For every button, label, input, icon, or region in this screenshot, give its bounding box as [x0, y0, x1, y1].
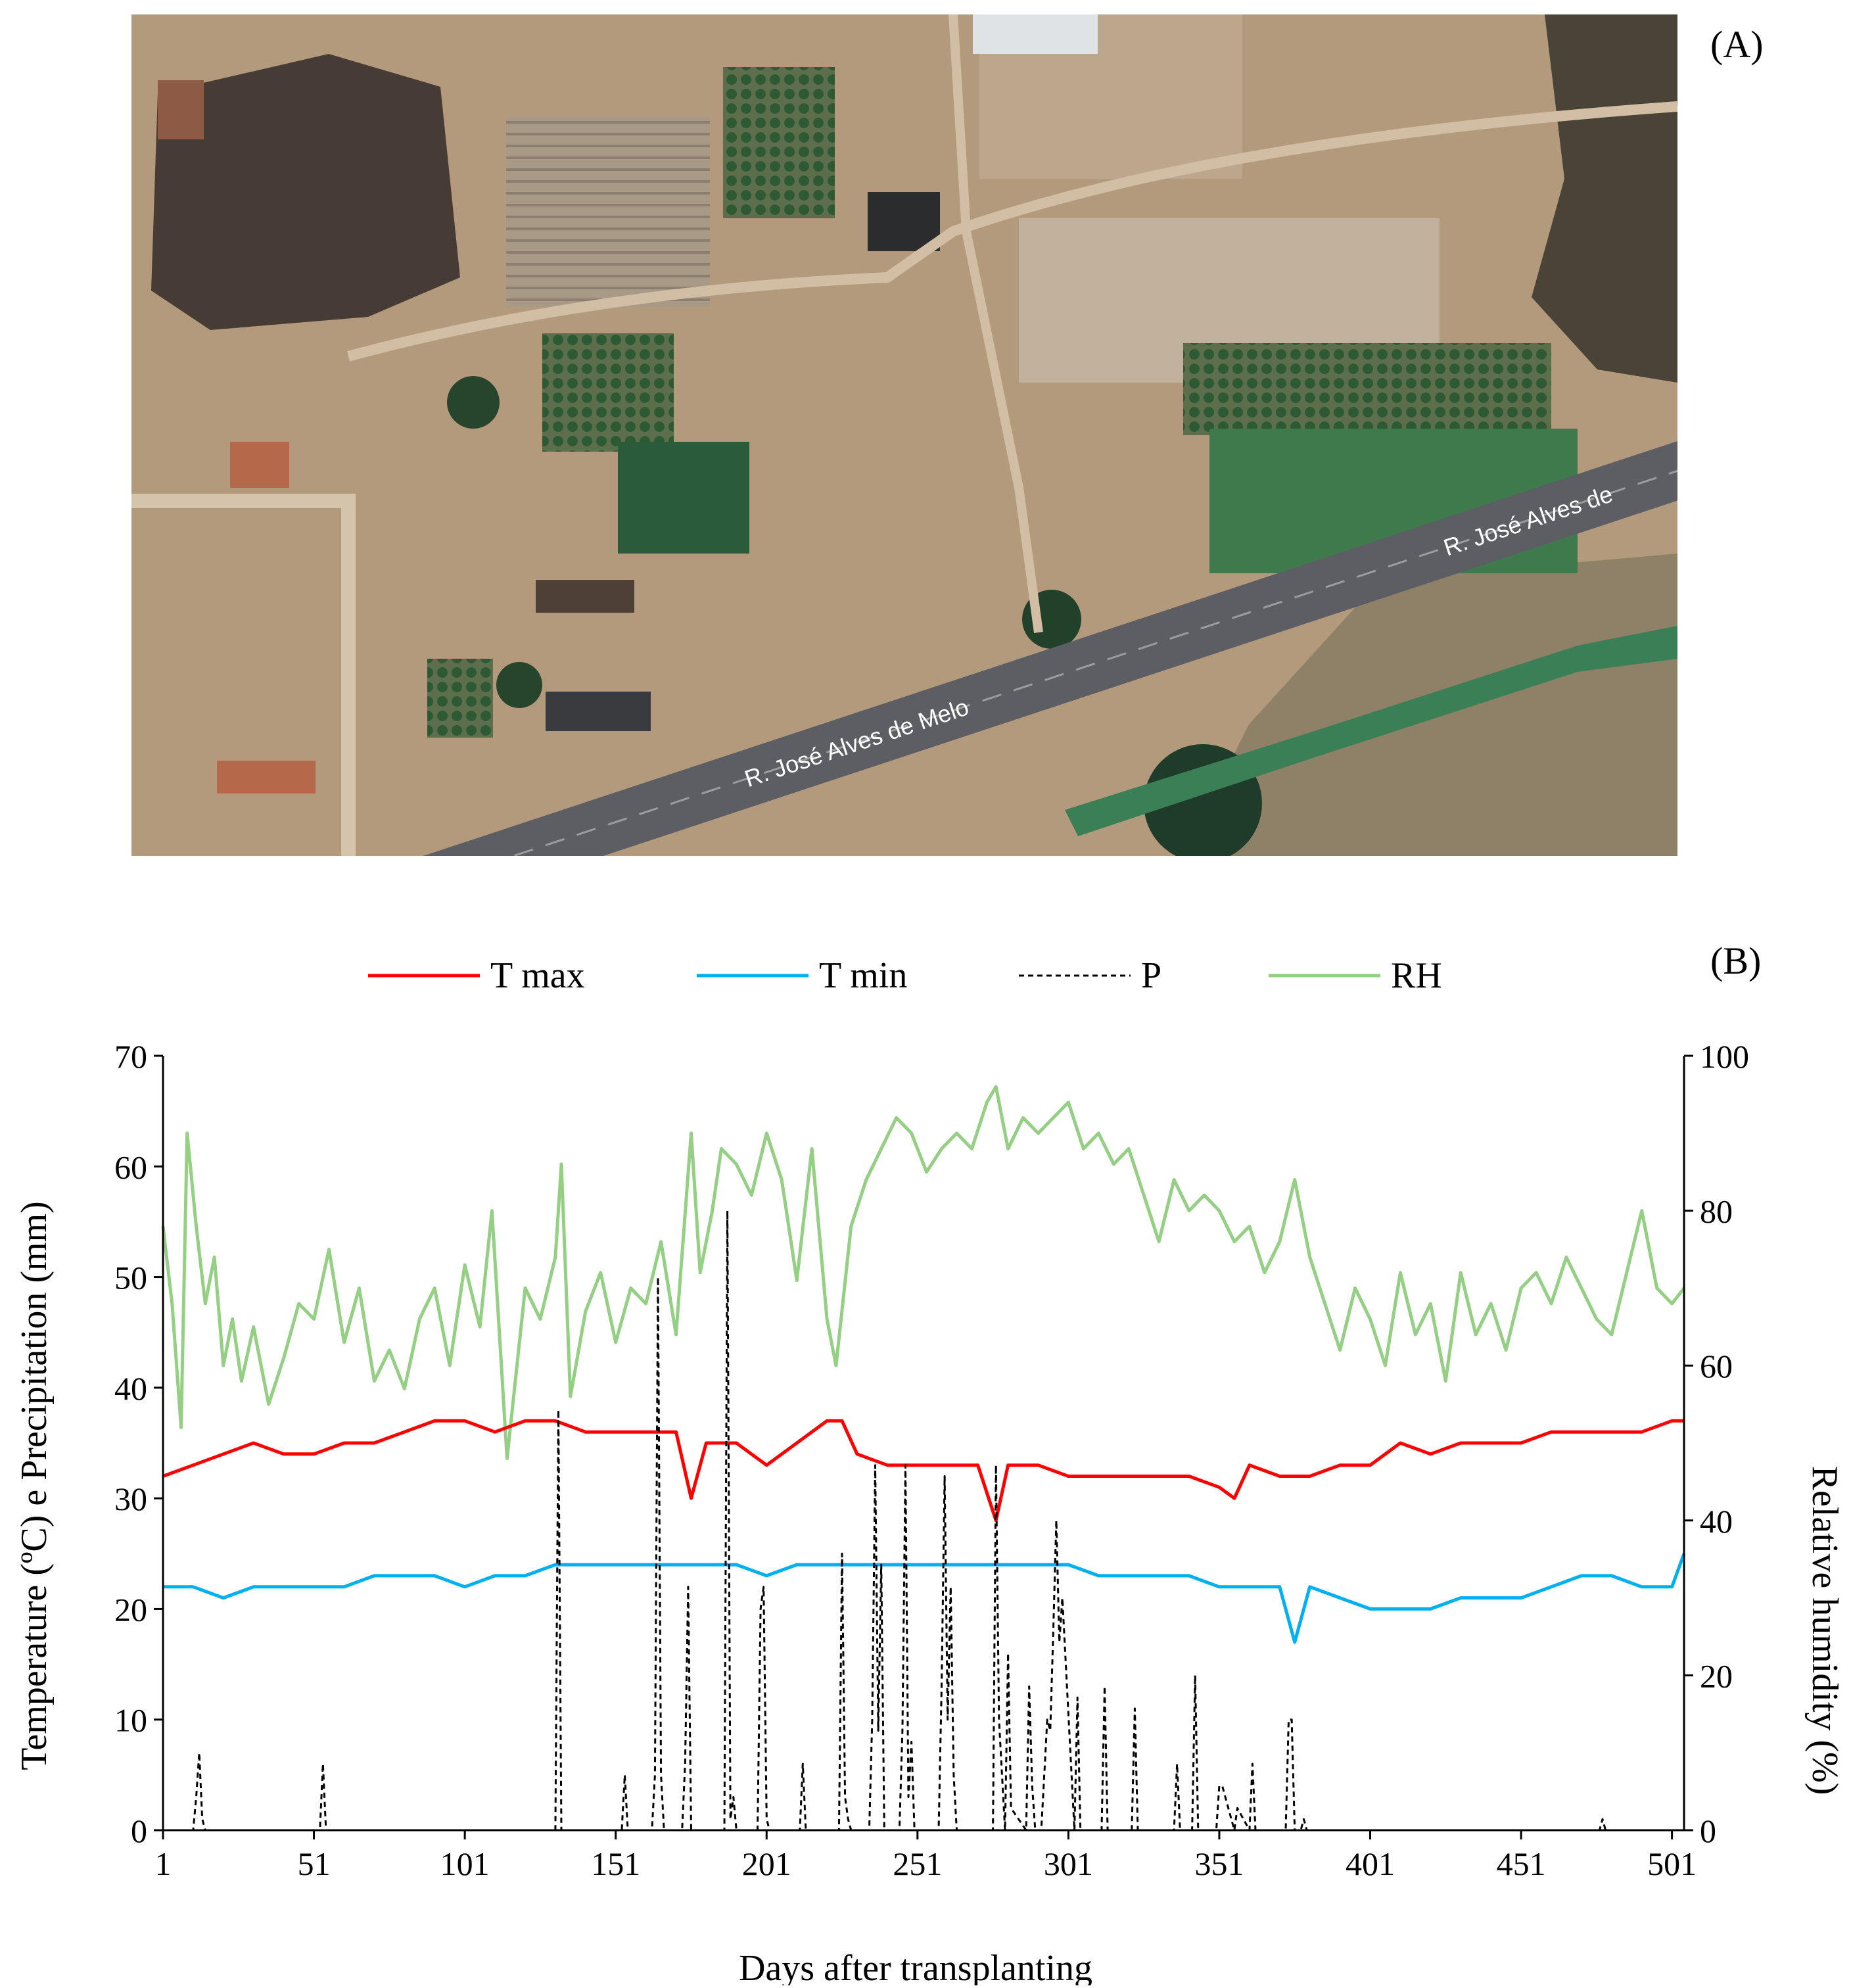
plot-series	[161, 1085, 1686, 1832]
y2-tick-label: 40	[1700, 1503, 1733, 1540]
building-roof	[158, 80, 204, 139]
y2-tick-label: 80	[1700, 1193, 1733, 1230]
greenhouse	[973, 14, 1098, 54]
legend-label-rh: RH	[1391, 955, 1442, 996]
y-tick-label: 60	[114, 1148, 147, 1185]
crop-plot	[427, 659, 493, 738]
x-tick-label: 301	[1044, 1845, 1093, 1882]
legend: T max T min P RH	[368, 955, 1442, 996]
building-roof	[217, 761, 316, 793]
dirt-track	[949, 14, 1043, 633]
crop-plot	[723, 67, 835, 218]
panel-b-label: (B)	[1710, 939, 1762, 982]
x-tick-label: 501	[1647, 1845, 1697, 1882]
x-tick-label: 51	[298, 1845, 331, 1882]
x-tick-label: 201	[742, 1845, 791, 1882]
y2-tick-label: 20	[1700, 1657, 1733, 1694]
series-line-rh	[161, 1085, 1685, 1461]
y2-tick-label: 100	[1700, 1038, 1749, 1075]
y-tick-label: 30	[114, 1480, 147, 1517]
x-tick-label: 251	[893, 1845, 942, 1882]
y-tick-label: 70	[114, 1038, 147, 1075]
aerial-photo: R. José Alves de Melo R. José Alves de	[131, 14, 1677, 856]
climate-chart: T max T min P RH 0 10 20 30 40 50 60 70 0 20 40 60 80 10…	[14, 955, 1845, 1985]
y-tick-label: 20	[114, 1591, 147, 1628]
y-axis-title: Temperature (ºC) e Precipitation (mm)	[14, 1201, 55, 1770]
crop-plot	[542, 333, 674, 452]
y2-tick-label: 0	[1700, 1812, 1716, 1849]
tree	[496, 662, 542, 708]
x-tick-label: 1	[155, 1845, 172, 1882]
field-plot	[506, 116, 710, 307]
y2-axis-title: Relative humidity (%)	[1804, 1466, 1845, 1795]
x-tick-label: 451	[1497, 1845, 1546, 1882]
legend-label-t-min: T min	[819, 955, 907, 996]
building-dark	[536, 580, 634, 613]
crop-plot	[1183, 343, 1551, 435]
building-roof	[230, 442, 289, 488]
highway-centerline	[295, 431, 1677, 856]
y2-tick-label: 60	[1700, 1348, 1733, 1384]
legend-label-p: P	[1141, 955, 1161, 996]
series-line-t-min	[163, 1553, 1686, 1644]
x-tick-label: 351	[1194, 1845, 1244, 1882]
riparian-strip	[1065, 626, 1677, 836]
building-dark	[546, 692, 651, 731]
panel-a-label: (A)	[1710, 23, 1764, 66]
tree	[447, 376, 500, 429]
y-tick-label: 50	[114, 1260, 147, 1296]
dirt-track	[131, 494, 356, 856]
scrub-area	[151, 54, 460, 330]
y-tick-label: 40	[114, 1370, 147, 1407]
x-tick-label: 151	[591, 1845, 640, 1882]
y-tick-label: 0	[131, 1812, 147, 1849]
x-tick-label: 401	[1346, 1845, 1395, 1882]
y-tick-label: 10	[114, 1702, 147, 1739]
crop-plot	[618, 442, 749, 554]
building-dark	[868, 192, 940, 251]
legend-label-t-max: T max	[490, 955, 585, 996]
series-line-t-max	[162, 1419, 1684, 1523]
series-line-p	[163, 1210, 1684, 1832]
x-tick-label: 101	[440, 1845, 490, 1882]
x-axis-title: Days after transplanting	[739, 1948, 1092, 1985]
